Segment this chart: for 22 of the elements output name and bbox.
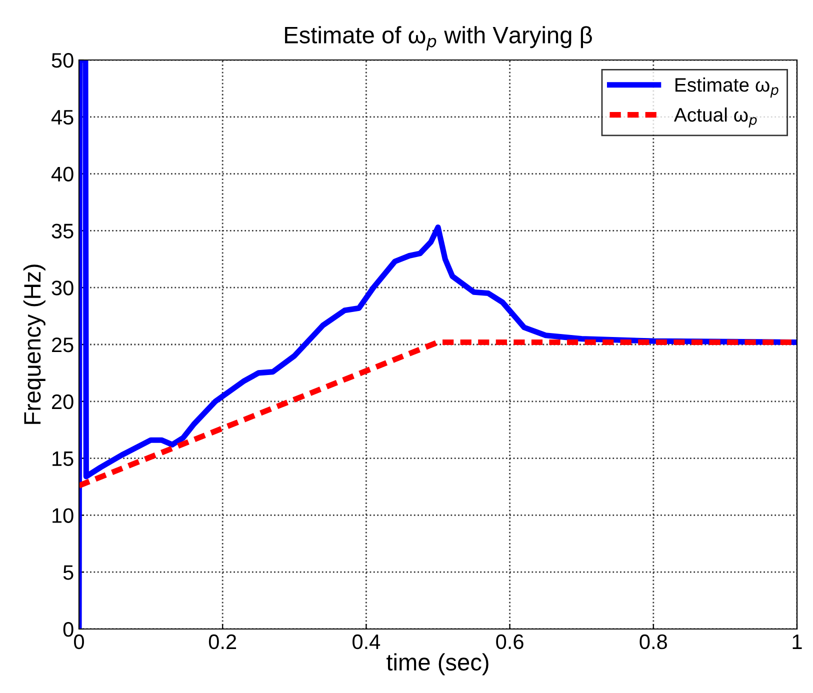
- y-tick-label: 50: [52, 53, 74, 68]
- x-tick-label: 0.8: [640, 634, 667, 650]
- y-tick-label: 15: [52, 452, 74, 466]
- x-axis-title: time (sec): [386, 653, 488, 676]
- x-tick-label: 0.2: [208, 634, 236, 650]
- y-tick-label: 10: [52, 508, 74, 523]
- chart-title: Estimate of ω$_{p}$ with Varying β: [285, 26, 592, 51]
- y-tick-label: 45: [51, 110, 74, 125]
- y-tick-label: 5: [63, 565, 74, 580]
- y-tick-label: 30: [52, 280, 74, 296]
- y-axis-title: Frequency (Hz): [23, 264, 46, 424]
- x-tick-label: 0: [74, 634, 84, 650]
- legend-label: Actual ω$_{p}$: [674, 107, 757, 128]
- y-tick-label: 0: [63, 622, 74, 637]
- y-tick-label: 35: [52, 224, 74, 238]
- x-tick-label: 0.6: [496, 634, 524, 650]
- x-tick-label: 0.4: [352, 634, 380, 650]
- y-tick-label: 20: [52, 394, 74, 410]
- y-tick-label: 40: [51, 166, 74, 182]
- y-tick-label: 25: [52, 338, 74, 352]
- x-tick-label: 1: [792, 634, 802, 649]
- legend-label: Estimate ω$_{p}$: [676, 78, 778, 98]
